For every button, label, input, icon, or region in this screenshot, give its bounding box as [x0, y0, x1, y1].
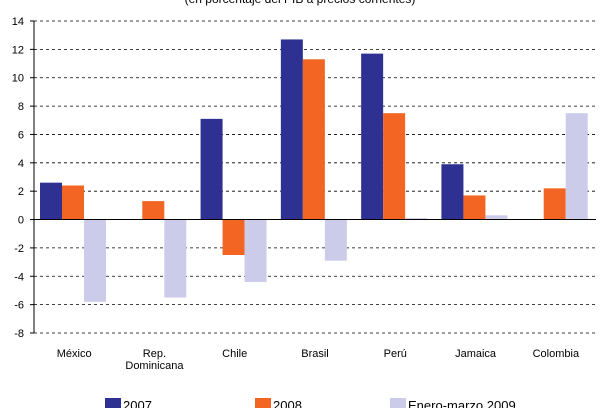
x-axis-categories: México Rep. Dominicana Chile Brasil Perú Jamai…: [57, 348, 580, 372]
legend-swatch: [105, 398, 121, 408]
legend-label: 2008: [273, 398, 302, 408]
y-tick-label: 6: [18, 129, 24, 141]
legend-label: Enero-marzo 2009: [408, 398, 516, 408]
y-tick-label: -2: [14, 243, 24, 255]
bar-2008-0: [62, 185, 84, 220]
bar-enero-marzo-2009-5: [485, 215, 508, 220]
y-tick-label: 12: [12, 44, 24, 56]
bars-group: [40, 39, 588, 302]
bar-2008-1: [142, 201, 165, 220]
y-tick-label: 4: [18, 158, 24, 170]
y-tick-label: 10: [12, 73, 24, 85]
legend-swatch: [390, 398, 406, 408]
y-tick-label: 8: [18, 101, 24, 113]
chart-title: (en porcentaje del PIB a precios corrien…: [185, 0, 416, 6]
bar-2008-5: [463, 195, 486, 220]
category-label: Rep. Dominicana: [125, 348, 184, 372]
bar-2007-2: [200, 118, 223, 220]
bar-enero-marzo-2009-1: [164, 219, 187, 298]
bar-2008-3: [302, 59, 325, 220]
y-tick-label: 14: [12, 16, 24, 28]
y-tick-label: 0: [18, 215, 24, 227]
y-tick-label: 2: [18, 186, 24, 198]
bar-enero-marzo-2009-6: [565, 113, 588, 220]
legend: 2007 2008 Enero-marzo 2009: [105, 398, 516, 408]
y-axis-ticks: 14 12 10 8 6 4 2 0 -2 -4 -6 -8: [12, 16, 34, 340]
bar-2007-0: [40, 182, 62, 220]
bar-enero-marzo-2009-3: [324, 219, 347, 261]
axes: [33, 21, 596, 333]
legend-label: 2007: [123, 398, 152, 408]
gridlines: [34, 20, 596, 334]
y-tick-label: -4: [14, 271, 24, 283]
bar-2007-5: [441, 164, 464, 220]
bar-enero-marzo-2009-0: [84, 219, 106, 302]
category-label: México: [57, 348, 92, 360]
category-label: Jamaica: [455, 348, 497, 360]
y-tick-label: -6: [14, 300, 24, 312]
bar-2007-4: [361, 53, 384, 220]
legend-swatch: [255, 398, 271, 408]
category-label: Chile: [222, 348, 247, 360]
bar-2008-2: [222, 219, 245, 255]
bar-2008-6: [543, 188, 566, 220]
chart-title-group: (en porcentaje del PIB a precios corrien…: [185, 0, 416, 6]
bar-enero-marzo-2009-4: [405, 218, 428, 220]
bar-enero-marzo-2009-2: [244, 219, 267, 282]
category-label: Colombia: [533, 348, 580, 360]
category-label: Perú: [384, 348, 407, 360]
category-label: Brasil: [301, 348, 329, 360]
bar-2007-3: [280, 39, 303, 220]
bar-2008-4: [383, 113, 406, 220]
y-tick-label: -8: [14, 328, 24, 340]
